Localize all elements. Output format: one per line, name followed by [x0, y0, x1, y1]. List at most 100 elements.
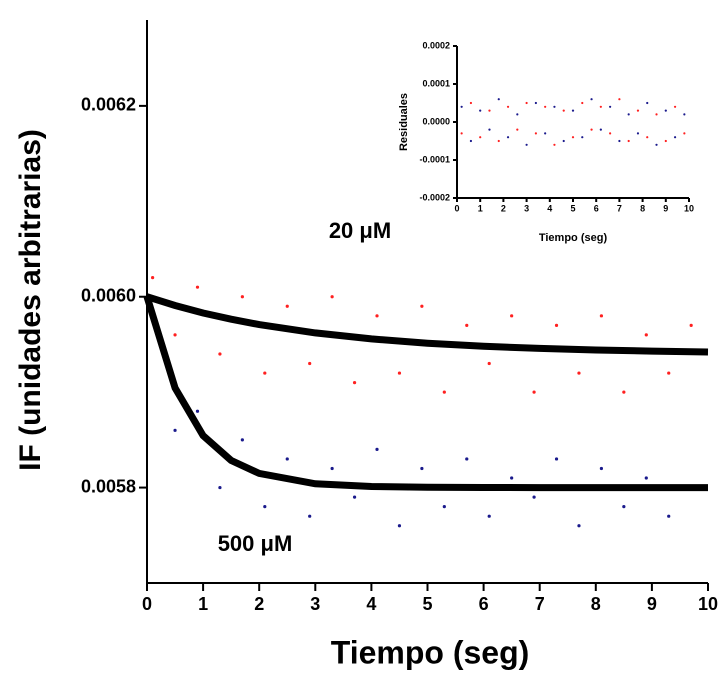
x-tick-label: 2: [254, 594, 264, 614]
data-point: [655, 113, 658, 116]
data-point: [577, 524, 581, 528]
data-point: [488, 128, 491, 131]
y-tick-label: -0.0001: [419, 154, 450, 164]
data-point: [562, 109, 565, 112]
x-tick-label: 1: [198, 594, 208, 614]
data-point: [599, 105, 602, 108]
data-point: [352, 381, 357, 385]
data-point: [553, 105, 556, 108]
data-point: [218, 485, 222, 490]
y-tick-label: 0.0002: [422, 40, 450, 50]
x-tick-label: 0: [454, 204, 459, 214]
x-tick-label: 1: [478, 204, 483, 214]
y-tick-label: 0.0000: [422, 116, 450, 126]
x-tick-label: 4: [366, 594, 376, 614]
data-point: [683, 132, 686, 135]
data-point: [618, 139, 621, 143]
data-point: [562, 139, 565, 143]
x-axis-label: Tiempo (seg): [539, 232, 608, 244]
data-point: [544, 132, 547, 135]
data-point: [673, 136, 677, 139]
fit-curve: [145, 293, 709, 356]
data-point: [308, 361, 312, 366]
x-tick-label: 8: [591, 594, 601, 614]
data-point: [554, 457, 559, 461]
y-tick-label: 0.0062: [81, 95, 136, 115]
y-tick-label: 0.0060: [81, 285, 136, 305]
data-point: [479, 136, 482, 139]
fit-curve: [143, 295, 708, 492]
data-point: [516, 128, 519, 131]
x-tick-label: 4: [547, 204, 552, 214]
data-point: [534, 101, 537, 105]
data-point: [488, 109, 491, 112]
data-point: [195, 409, 200, 413]
x-tick-label: 5: [570, 204, 575, 214]
data-point: [554, 323, 559, 327]
x-tick-label: 9: [647, 594, 657, 614]
data-point: [442, 505, 446, 509]
data-point: [173, 333, 177, 337]
data-point: [683, 113, 686, 116]
data-point: [646, 136, 649, 139]
data-point: [352, 495, 357, 499]
data-point: [581, 101, 584, 105]
data-point: [667, 514, 671, 518]
data-point: [644, 333, 648, 337]
data-point: [420, 466, 424, 471]
data-point: [497, 98, 500, 101]
data-point: [667, 371, 671, 375]
data-point: [330, 295, 334, 299]
data-point: [627, 139, 630, 143]
x-tick-label: 2: [501, 204, 506, 214]
data-point: [599, 128, 602, 131]
data-point: [532, 495, 536, 499]
x-tick-label: 10: [698, 594, 718, 614]
data-point: [544, 105, 547, 108]
data-point: [571, 136, 575, 139]
y-tick-label: 0.0058: [81, 476, 136, 496]
x-tick-label: 9: [663, 204, 668, 214]
data-point: [397, 524, 402, 528]
data-point: [581, 136, 584, 139]
data-point: [636, 132, 640, 135]
data-point: [330, 466, 334, 471]
data-point: [599, 314, 604, 318]
data-point: [308, 514, 312, 518]
data-point: [285, 304, 289, 308]
data-point: [240, 295, 244, 299]
data-point: [397, 371, 402, 375]
data-point: [469, 139, 473, 143]
data-point: [618, 98, 621, 101]
data-point: [460, 105, 463, 108]
x-tick-label: 10: [684, 204, 694, 214]
data-point: [655, 143, 658, 146]
data-point: [646, 101, 649, 105]
y-tick-label: 0.0001: [422, 78, 450, 88]
data-point: [263, 371, 267, 375]
data-point: [644, 476, 648, 480]
data-point: [263, 505, 267, 509]
data-point: [510, 314, 514, 318]
data-point: [689, 323, 693, 327]
data-point: [590, 128, 593, 131]
x-tick-label: 0: [142, 594, 152, 614]
data-point: [465, 323, 469, 327]
data-point: [532, 390, 536, 394]
data-point: [525, 101, 528, 105]
data-point: [516, 113, 519, 116]
data-point: [285, 457, 289, 461]
x-tick-label: 3: [310, 594, 320, 614]
data-point: [195, 285, 200, 289]
data-point: [469, 101, 473, 105]
x-tick-label: 6: [479, 594, 489, 614]
x-tick-label: 8: [640, 204, 645, 214]
data-point: [534, 132, 537, 135]
data-point: [465, 457, 469, 461]
data-point: [487, 514, 491, 518]
annotation: 500 μM: [218, 531, 293, 556]
data-point: [487, 361, 491, 366]
data-point: [609, 105, 612, 108]
y-axis-label: Residuales: [398, 93, 410, 151]
data-point: [173, 428, 177, 432]
